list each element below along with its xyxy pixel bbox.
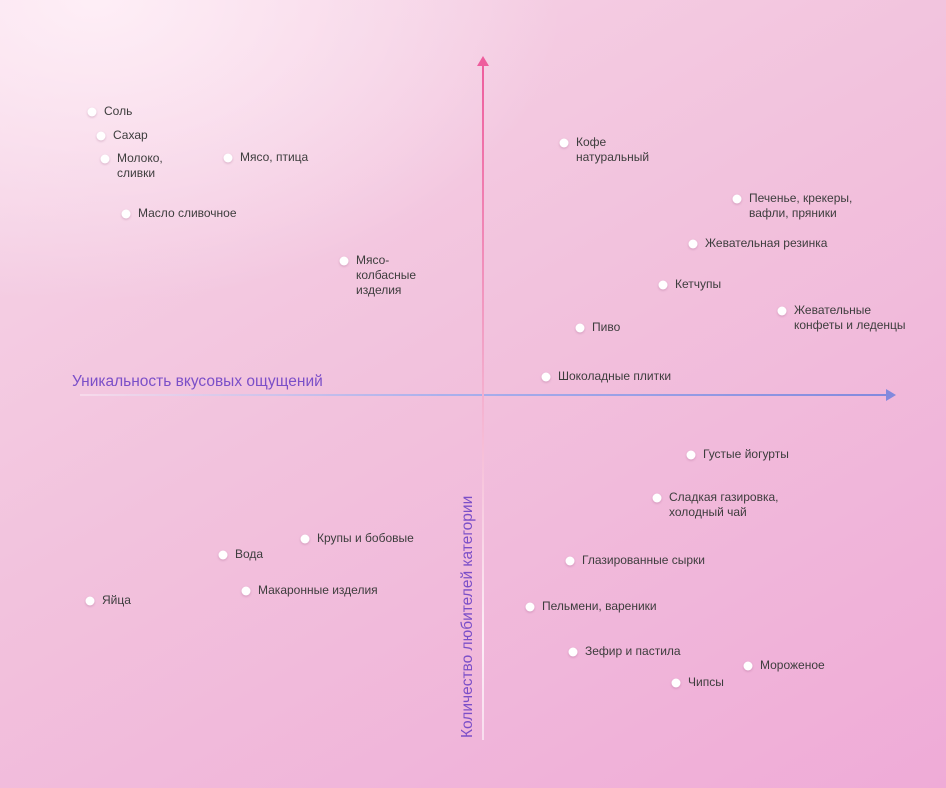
data-point [743, 661, 753, 671]
data-point [525, 602, 535, 612]
point-label: Макаронные изделия [258, 583, 378, 597]
data-point [671, 678, 681, 688]
data-point [732, 194, 742, 204]
point-label: Чипсы [688, 675, 724, 689]
x-axis-title: Уникальность вкусовых ощущений [72, 373, 323, 390]
data-point [241, 586, 251, 596]
point-label: Печенье, крекеры, вафли, пряники [749, 191, 853, 220]
point-label: Кетчупы [675, 277, 722, 291]
point-label: Жевательные конфеты и леденцы [794, 303, 906, 332]
point-label: Глазированные сырки [582, 553, 705, 567]
data-point [565, 556, 575, 566]
x-axis-arrow-icon [886, 389, 896, 401]
point-label: Зефир и пастила [585, 644, 681, 658]
data-point [658, 280, 668, 290]
data-point [777, 306, 787, 316]
point-label: Молоко, сливки [117, 151, 163, 180]
point-label: Крупы и бобовые [317, 531, 414, 545]
point-label: Шоколадные плитки [558, 369, 672, 383]
data-point [568, 647, 578, 657]
data-point [686, 450, 696, 460]
data-point [300, 534, 310, 544]
point-label: Яйца [102, 593, 131, 607]
data-point [339, 256, 349, 266]
y-axis-arrow-icon [477, 56, 489, 66]
point-label: Мясо, птица [240, 150, 309, 164]
point-label: Соль [104, 104, 133, 118]
data-point [87, 107, 97, 117]
point-label: Жевательная резинка [705, 236, 828, 250]
point-label: Сладкая газировка, холодный чай [669, 490, 779, 519]
point-label: Мясо- колбасные изделия [356, 253, 416, 297]
point-label: Пиво [592, 320, 621, 334]
data-point [541, 372, 551, 382]
data-point [121, 209, 131, 219]
y-axis-line [482, 64, 484, 740]
data-point [85, 596, 95, 606]
data-point [96, 131, 106, 141]
point-label: Вода [235, 547, 264, 561]
point-label: Кофе натуральный [576, 135, 650, 164]
data-point [652, 493, 662, 503]
point-label: Мороженое [760, 658, 825, 672]
point-label: Сахар [113, 128, 148, 142]
data-point [575, 323, 585, 333]
data-point [688, 239, 698, 249]
point-label: Пельмени, вареники [542, 599, 657, 613]
data-point [223, 153, 233, 163]
data-point [559, 138, 569, 148]
point-label: Густые йогурты [703, 447, 789, 461]
data-point [100, 154, 110, 164]
point-label: Масло сливочное [138, 206, 237, 220]
data-point [218, 550, 228, 560]
x-axis-line [80, 394, 888, 396]
